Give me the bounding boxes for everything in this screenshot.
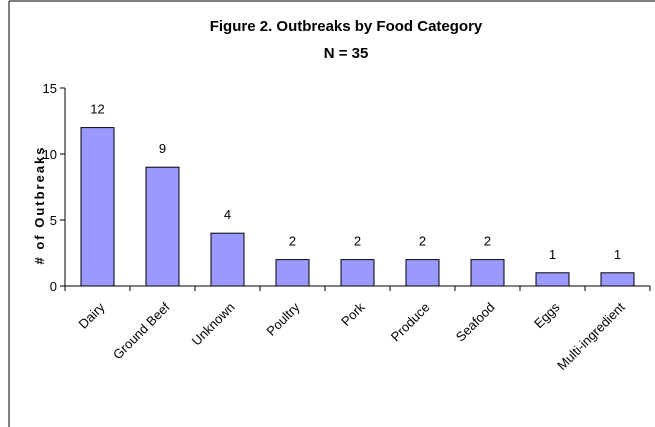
category-label: Seafood	[453, 300, 498, 345]
data-label: 1	[614, 247, 621, 262]
category-label: Dairy	[76, 299, 108, 331]
data-label: 2	[354, 234, 361, 249]
data-label: 2	[419, 234, 426, 249]
category-label: Eggs	[531, 299, 563, 331]
y-tick-label: 5	[50, 213, 57, 228]
y-axis-label: # of Outbreaks	[32, 145, 47, 264]
y-tick-label: 10	[43, 147, 57, 162]
chart-subtitle: N = 35	[324, 45, 369, 62]
bar-unknown	[210, 232, 245, 287]
data-label: 9	[159, 141, 166, 156]
bar-multi-ingredient	[600, 272, 635, 287]
data-label: 2	[289, 234, 296, 249]
bar-dairy	[80, 127, 115, 287]
category-label: Multi-ingredient	[554, 299, 628, 373]
category-label: Unknown	[189, 300, 238, 349]
chart-title: Figure 2. Outbreaks by Food Category	[210, 18, 483, 35]
category-label: Poultry	[263, 299, 303, 339]
bar-produce	[405, 259, 440, 287]
category-label: Pork	[338, 299, 368, 329]
data-label: 4	[224, 207, 231, 222]
category-label: Produce	[388, 300, 433, 345]
data-label: 1	[549, 247, 556, 262]
y-tick-label: 15	[43, 81, 57, 96]
bar-seafood	[470, 259, 505, 287]
data-label: 12	[90, 102, 104, 117]
bar-pork	[340, 259, 375, 287]
bar-ground-beef	[145, 166, 180, 287]
category-label: Ground Beef	[110, 299, 173, 362]
bar-eggs	[535, 272, 570, 287]
y-tick-label: 0	[50, 279, 57, 294]
data-label: 2	[484, 234, 491, 249]
bar-poultry	[275, 259, 310, 287]
